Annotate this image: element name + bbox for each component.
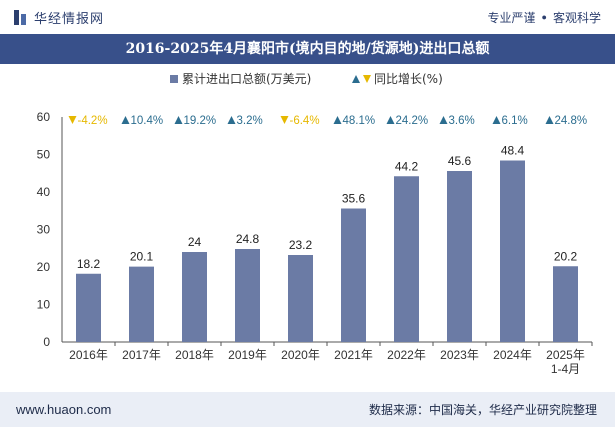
legend-swatch-total <box>170 75 178 83</box>
bar-chart: 累计进出口总额(万美元) 同比增长(%) 0 10 20 30 40 50 60 18.2 2016… <box>37 72 593 376</box>
separator-dot-icon: ● <box>541 12 547 22</box>
yoy-up-triangle-icon <box>333 116 342 124</box>
yoy-value-label: -4.2% <box>78 115 108 127</box>
bar <box>447 171 472 342</box>
brand: 华经情报网 <box>14 8 104 27</box>
yoy-up-triangle-icon <box>121 116 130 124</box>
legend-down-triangle-icon <box>363 75 371 83</box>
bar <box>288 255 313 342</box>
legend-label-total: 累计进出口总额(万美元) <box>182 72 311 86</box>
bar-value-label: 35.6 <box>342 192 366 206</box>
yoy-value-label: -6.4% <box>290 115 320 127</box>
yoy-down-triangle-icon <box>280 116 289 124</box>
y-tick-label: 30 <box>37 223 51 237</box>
x-tick-label: 2017年 <box>122 348 161 362</box>
x-tick-label: 2024年 <box>493 348 532 362</box>
yoy-value-label: 24.8% <box>555 115 588 127</box>
bar-value-label: 23.2 <box>289 238 313 252</box>
yoy-up-triangle-icon <box>492 116 501 124</box>
brand-logo-icon <box>14 9 26 25</box>
yoy-value-label: 48.1% <box>343 115 376 127</box>
yoy-value-label: 24.2% <box>396 115 429 127</box>
y-tick-label: 50 <box>37 148 51 162</box>
bar <box>341 208 366 342</box>
yoy-up-triangle-icon <box>439 116 448 124</box>
x-tick-label: 2023年 <box>440 348 479 362</box>
brand-tags: 专业严谨 ● 客观科学 <box>488 9 601 26</box>
tag-professional: 专业严谨 <box>487 10 536 25</box>
yoy-value-label: 10.4% <box>131 115 164 127</box>
yoy-value-label: 19.2% <box>184 115 217 127</box>
yoy-up-triangle-icon <box>545 116 554 124</box>
yoy-up-triangle-icon <box>386 116 395 124</box>
bar-value-label: 18.2 <box>77 257 101 271</box>
x-tick-label: 1-4月 <box>551 362 580 376</box>
bar <box>500 160 525 342</box>
tag-objective: 客观科学 <box>552 10 601 25</box>
yoy-up-triangle-icon <box>174 116 183 124</box>
yoy-value-label: 3.6% <box>449 115 475 127</box>
footer-source: 数据来源：中国海关，华经产业研究院整理 <box>368 403 597 417</box>
x-tick-label: 2016年 <box>69 348 108 362</box>
bar-value-label: 48.4 <box>501 144 525 158</box>
footer-bar: www.huaon.com 数据来源：中国海关，华经产业研究院整理 <box>0 392 615 427</box>
yoy-down-triangle-icon <box>68 116 77 124</box>
top-bar: 华经情报网 专业严谨 ● 客观科学 <box>0 0 615 34</box>
bar <box>76 273 101 342</box>
bar-value-label: 24.8 <box>236 232 260 246</box>
bar <box>553 266 578 342</box>
y-tick-label: 40 <box>37 185 51 199</box>
bar-value-label: 20.2 <box>554 249 578 263</box>
x-tick-label: 2018年 <box>175 348 214 362</box>
bar <box>129 266 154 342</box>
yoy-up-triangle-icon <box>227 116 236 124</box>
x-tick-label: 2022年 <box>387 348 426 362</box>
bar-value-label: 45.6 <box>448 154 472 168</box>
y-tick-label: 0 <box>43 335 50 349</box>
x-tick-label: 2019年 <box>228 348 267 362</box>
chart-title: 2016-2025年4月襄阳市(境内目的地/货源地)进出口总额 <box>0 34 615 64</box>
y-tick-label: 60 <box>37 110 51 124</box>
x-tick-label: 2020年 <box>281 348 320 362</box>
bar <box>235 249 260 342</box>
x-tick-label: 2025年 <box>546 348 585 362</box>
y-tick-label: 20 <box>37 260 51 274</box>
bar-value-label: 20.1 <box>130 250 154 264</box>
bar-value-label: 24 <box>188 235 202 249</box>
bar <box>394 176 419 342</box>
yoy-value-label: 6.1% <box>502 115 528 127</box>
brand-name: 华经情报网 <box>34 10 105 26</box>
x-tick-label: 2021年 <box>334 348 373 362</box>
bar-value-label: 44.2 <box>395 159 419 173</box>
yoy-value-label: 3.2% <box>237 115 263 127</box>
legend-label-yoy: 同比增长(%) <box>374 72 443 86</box>
y-tick-label: 10 <box>37 298 51 312</box>
bar <box>182 252 207 342</box>
footer-website: www.huaon.com <box>16 402 112 417</box>
legend-up-triangle-icon <box>352 75 360 83</box>
